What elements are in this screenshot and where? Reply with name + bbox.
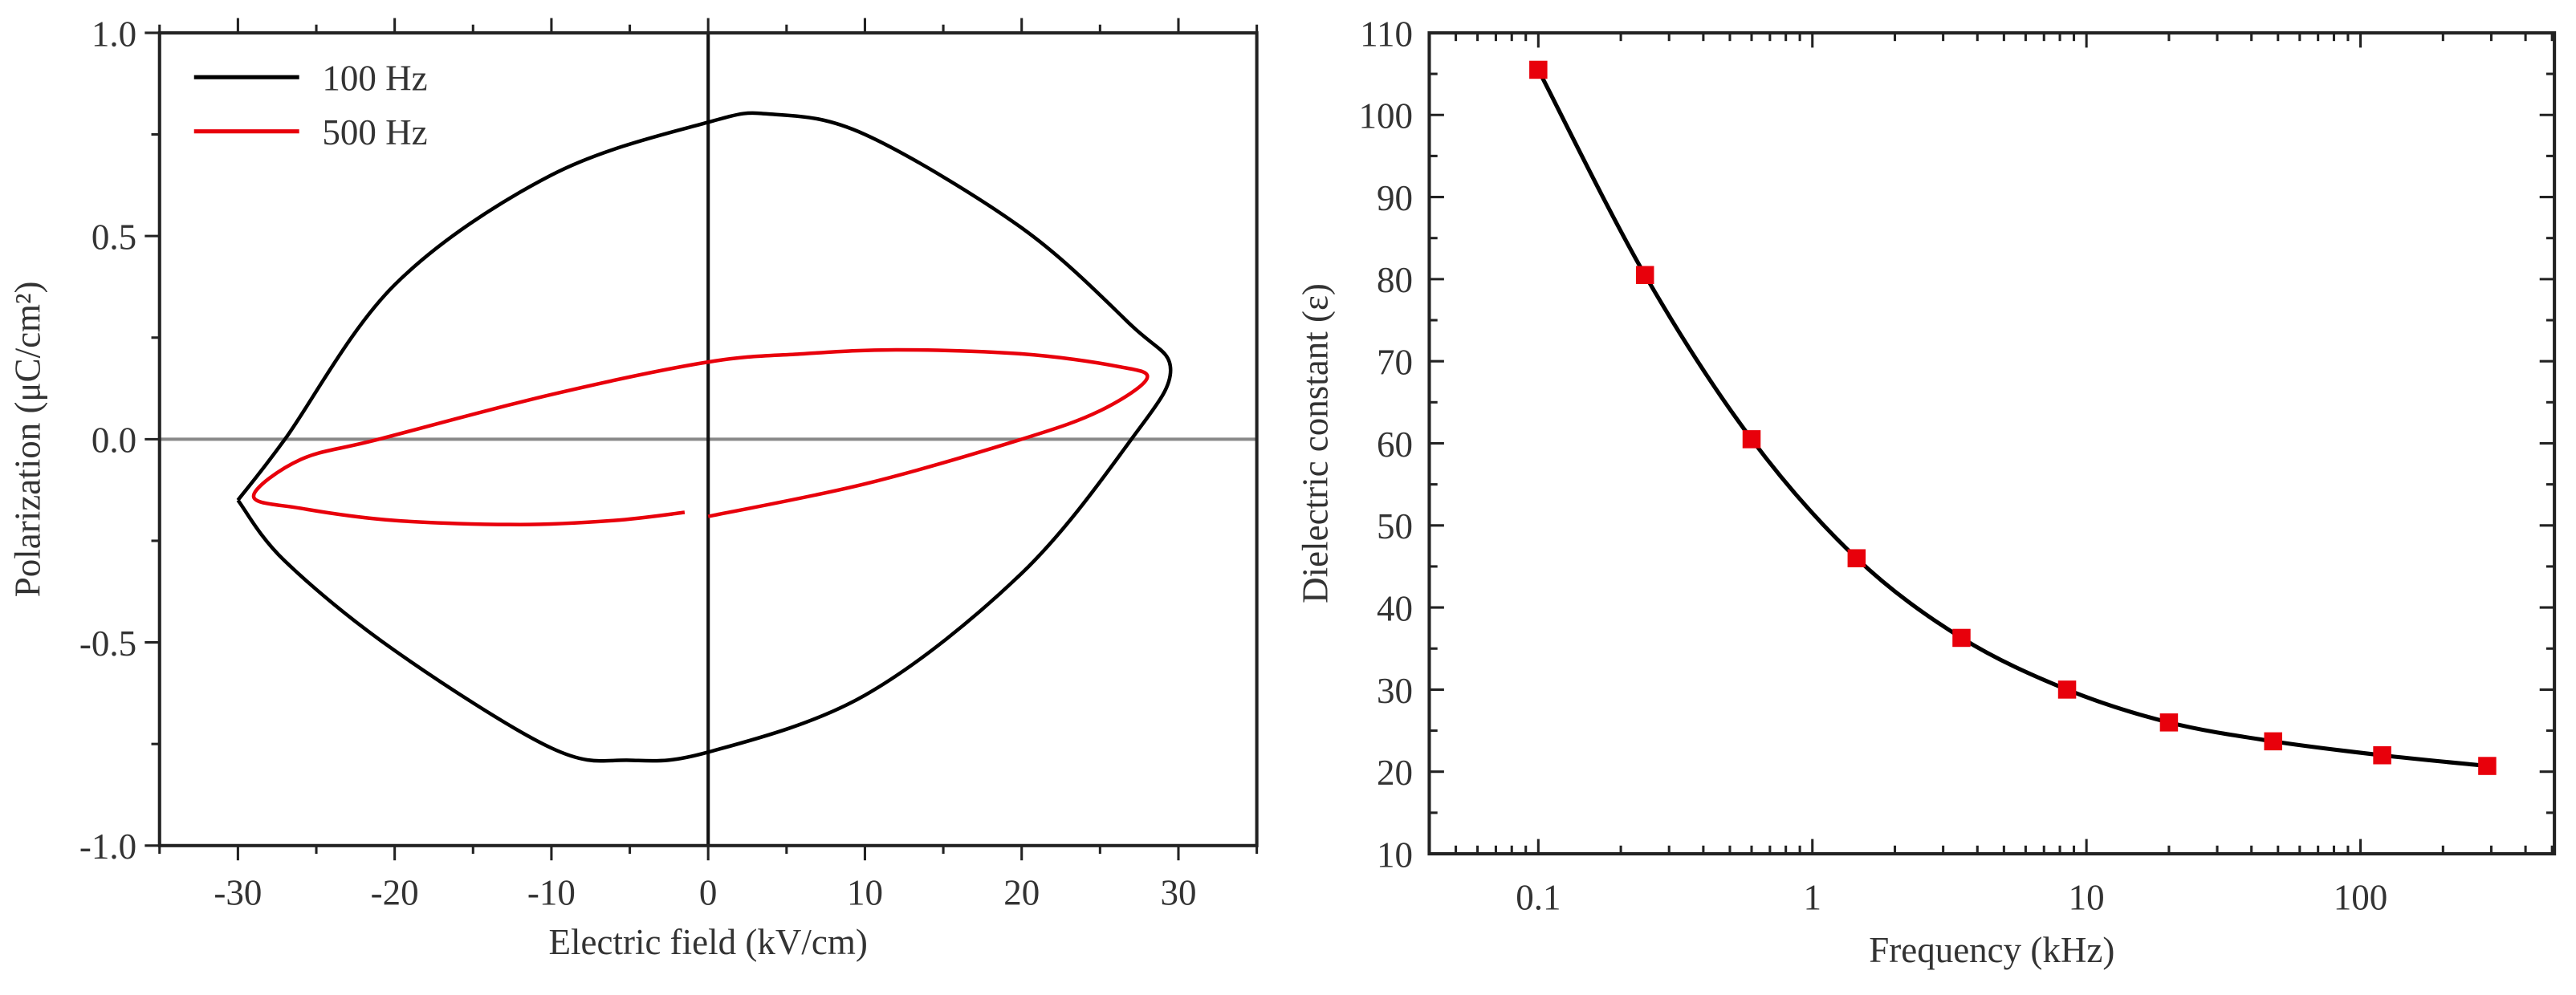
x-tick-label: 0 bbox=[699, 872, 718, 912]
y-tick-label: 70 bbox=[1377, 343, 1413, 383]
legend-label: 100 Hz bbox=[322, 59, 427, 99]
x-tick-label: 100 bbox=[2334, 878, 2388, 918]
y-tick-label: 90 bbox=[1377, 178, 1413, 218]
y-tick-label: 30 bbox=[1377, 671, 1413, 711]
data-point-marker bbox=[2057, 680, 2077, 699]
pe-loop-chart: -30 -20 -10 0 10 20 30 -1.0 -0.5 0.0 0.5 1.0 Electri… bbox=[7, 14, 1259, 962]
y-tick-label: 10 bbox=[1377, 835, 1413, 875]
y-tick-label: 40 bbox=[1377, 588, 1413, 628]
y-tick-label: 20 bbox=[1377, 753, 1413, 793]
x-tick-label: 1 bbox=[1803, 878, 1821, 918]
x-tick-label: 10 bbox=[847, 872, 883, 912]
y-tick-label: 80 bbox=[1377, 260, 1413, 300]
y-tick-label: 0.0 bbox=[92, 420, 136, 461]
data-point-marker bbox=[2478, 757, 2497, 775]
x-tick-label: -30 bbox=[214, 872, 262, 912]
data-point-marker bbox=[1847, 549, 1866, 567]
y-tick-label: 0.5 bbox=[92, 217, 136, 258]
x-tick-label: -10 bbox=[527, 872, 576, 912]
series-line-100hz bbox=[236, 111, 1173, 763]
data-point-marker bbox=[1742, 430, 1761, 449]
data-point-marker bbox=[1635, 266, 1654, 284]
y-axis-label: Dielectric constant (ε) bbox=[1296, 283, 1336, 603]
y-tick-label: 60 bbox=[1377, 424, 1413, 465]
y-tick-label: 50 bbox=[1377, 506, 1413, 546]
y-tick-label: 100 bbox=[1359, 96, 1414, 136]
x-tick-label: 30 bbox=[1160, 872, 1196, 912]
x-axis-label: Frequency (kHz) bbox=[1869, 930, 2114, 970]
y-tick-label: -0.5 bbox=[79, 623, 136, 664]
data-point-marker bbox=[1952, 628, 1971, 648]
series-line bbox=[1536, 68, 2488, 769]
data-point-marker bbox=[1529, 60, 1548, 79]
series-line-500hz bbox=[251, 347, 1150, 526]
x-axis-label: Electric field (kV/cm) bbox=[549, 922, 868, 962]
y-tick-label: 110 bbox=[1360, 14, 1413, 54]
x-tick-label: -20 bbox=[371, 872, 419, 912]
dielectric-chart: 0.1 1 10 100102030405060708090100110Frequen… bbox=[1296, 14, 2557, 970]
data-point-marker bbox=[2373, 746, 2391, 765]
y-axis-label: Polarization (μC/cm²) bbox=[7, 281, 47, 597]
data-point-marker bbox=[2159, 713, 2179, 732]
data-point-marker bbox=[2264, 732, 2282, 751]
x-tick-label: 20 bbox=[1003, 872, 1040, 912]
y-tick-label: -1.0 bbox=[79, 826, 136, 867]
legend-label: 500 Hz bbox=[322, 112, 427, 152]
x-tick-label: 10 bbox=[2069, 878, 2105, 918]
x-tick-label: 0.1 bbox=[1516, 878, 1561, 918]
y-tick-label: 1.0 bbox=[92, 14, 136, 54]
plot-frame bbox=[1427, 30, 2557, 856]
